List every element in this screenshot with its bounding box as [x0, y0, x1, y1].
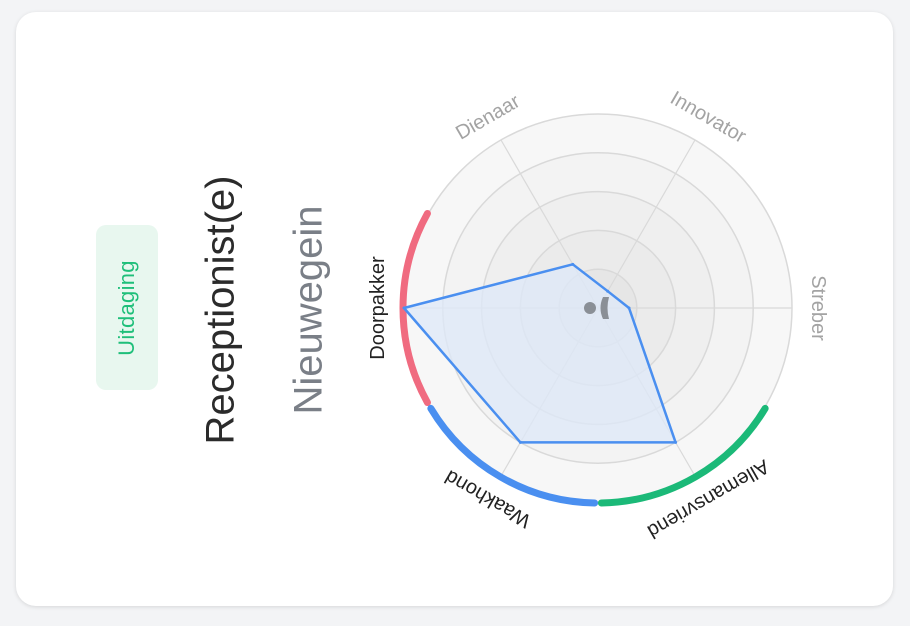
radar-point-doorpakker [402, 306, 406, 310]
axis-label-streber: Streber [807, 275, 829, 341]
challenge-badge: Uitdaging [96, 225, 158, 390]
radar-arc-allemansvriend [597, 404, 769, 507]
radar-point-allemansvriend [674, 440, 678, 444]
radar-spoke-innovator [597, 139, 696, 309]
axis-label-doorpakker: Doorpakker [367, 256, 389, 360]
radar-point-waakhond [518, 440, 522, 444]
radar-arc-waakhond [427, 404, 599, 507]
radar-series [402, 262, 678, 444]
radar-point-dienaar [571, 262, 575, 266]
person-icon [584, 297, 609, 319]
radar-point-innovator [606, 289, 610, 293]
radar-point-streber [627, 306, 631, 310]
